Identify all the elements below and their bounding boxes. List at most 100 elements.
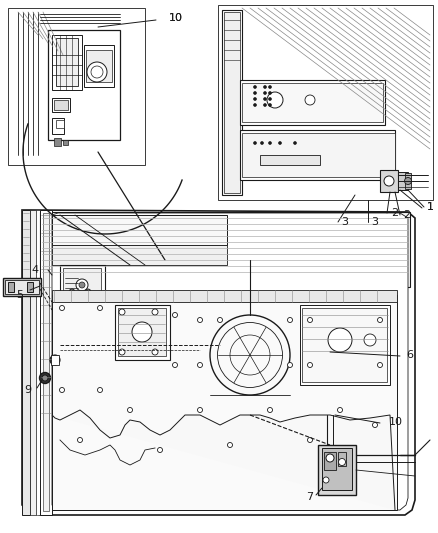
Bar [5,280,39,294]
Circle shape [326,454,334,462]
Circle shape [279,141,282,144]
Bar [52,245,227,265]
Text: 7: 7 [307,492,314,502]
Circle shape [198,318,202,322]
Circle shape [84,298,92,306]
Circle shape [158,448,162,453]
Bar [60,265,105,320]
Text: 10: 10 [389,417,403,427]
Bar [405,173,411,189]
Circle shape [264,92,266,94]
Bar [318,445,356,495]
Bar [43,213,49,511]
Text: 9: 9 [25,385,32,395]
Text: 2: 2 [392,208,399,218]
Text: 10: 10 [169,13,183,23]
Circle shape [91,66,103,78]
Bar [48,30,120,140]
Bar [56,38,78,86]
Circle shape [307,438,312,442]
Circle shape [127,408,133,413]
Circle shape [328,328,352,352]
Polygon shape [52,410,395,510]
Circle shape [60,387,64,392]
Circle shape [78,438,82,442]
Circle shape [87,62,107,82]
Circle shape [198,408,202,413]
Circle shape [39,373,50,384]
Circle shape [293,141,297,144]
Circle shape [338,408,343,413]
Circle shape [268,85,272,88]
Bar [242,133,395,177]
Circle shape [287,318,293,322]
Circle shape [364,334,376,346]
Circle shape [119,309,125,315]
Circle shape [268,408,272,413]
Bar [27,282,33,292]
Bar [222,10,242,195]
Circle shape [268,98,272,101]
Text: 1: 1 [427,202,434,212]
Bar [8,282,14,292]
Circle shape [378,318,382,322]
Circle shape [305,95,315,105]
Circle shape [307,362,312,367]
Circle shape [261,141,264,144]
Bar [22,210,30,515]
Bar [398,172,408,190]
Polygon shape [22,210,415,515]
Bar [86,50,112,82]
Circle shape [218,318,223,322]
Circle shape [254,103,257,107]
Polygon shape [60,310,75,320]
Circle shape [79,282,85,288]
Circle shape [68,298,76,306]
Bar [300,305,390,385]
Circle shape [132,322,152,342]
Circle shape [267,92,283,108]
Bar [302,308,387,382]
Bar [52,118,64,134]
Circle shape [98,387,102,392]
Bar [52,295,397,510]
Circle shape [372,423,378,427]
Text: 5: 5 [17,290,24,300]
Circle shape [268,141,272,144]
Circle shape [268,103,272,107]
Bar [260,155,320,165]
Bar [30,210,36,515]
Bar [51,355,59,365]
Bar [338,452,346,466]
Bar [52,290,397,302]
Circle shape [254,141,257,144]
Circle shape [378,362,382,367]
Bar [40,212,410,287]
Bar [63,140,68,145]
Bar [52,98,70,112]
Circle shape [173,312,177,318]
Circle shape [405,177,411,184]
Text: 2: 2 [403,210,410,220]
Circle shape [152,309,158,315]
Bar [224,12,240,193]
Text: 3: 3 [371,217,378,227]
Bar [380,170,398,192]
Bar [36,210,40,515]
Circle shape [264,98,266,101]
Bar [84,45,114,87]
Circle shape [42,375,48,381]
Bar [322,448,352,490]
Circle shape [339,458,346,465]
Circle shape [268,92,272,94]
Bar [52,215,227,245]
Bar [240,80,385,125]
Polygon shape [52,213,408,510]
Text: 3: 3 [342,217,349,227]
Circle shape [69,289,75,295]
Circle shape [264,85,266,88]
Circle shape [384,176,394,186]
Circle shape [307,318,312,322]
Circle shape [254,98,257,101]
Bar [118,308,166,356]
